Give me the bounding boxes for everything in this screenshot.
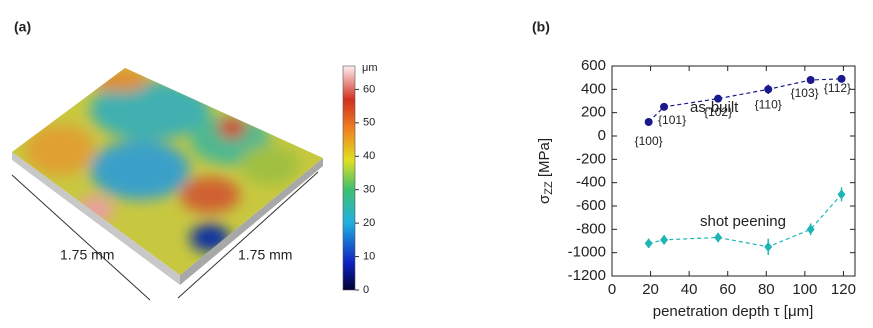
x-tick-label: 100 — [792, 281, 817, 298]
y-tick-label: -200 — [576, 150, 606, 167]
annotation: {110} — [755, 98, 782, 112]
colorbar-tick-label: 60 — [363, 83, 375, 95]
y-tick-label: -1000 — [568, 244, 606, 261]
y-tick-label: -400 — [576, 174, 606, 191]
data-point — [837, 74, 846, 83]
panel-label: (b) — [532, 19, 550, 35]
series-label: shot peening — [700, 213, 786, 230]
y-label-subscript: ZZ — [543, 181, 555, 195]
series-line — [648, 78, 842, 123]
y-label-unit: [MPa] — [536, 138, 553, 181]
y-tick-label: 0 — [598, 127, 606, 144]
y-label-symbol: σ — [536, 194, 553, 204]
series-label: as-built — [690, 99, 739, 116]
x-tick-label: 120 — [831, 281, 856, 298]
colorbar-tick-label: 50 — [363, 117, 375, 129]
y-tick-label: -800 — [576, 220, 606, 237]
data-point — [806, 76, 815, 84]
x-tick-label: 20 — [642, 281, 659, 298]
annotation: {112} — [824, 81, 851, 95]
data-point — [714, 232, 723, 243]
colorbar-tick-label: 30 — [363, 184, 375, 196]
colorbar-unit: μm — [362, 62, 378, 74]
colorbar-tick-label: 10 — [363, 250, 375, 262]
y-tick-label: -1200 — [568, 267, 606, 284]
x-axis-label: penetration depth τ [μm] — [653, 303, 814, 320]
surface-plot: (a) 1.75 mm 1.75 mm — [11, 19, 323, 301]
annotation: {103} — [791, 86, 819, 100]
data-point — [644, 238, 653, 249]
data-point — [660, 102, 669, 111]
data-point — [714, 94, 723, 103]
colorbar-tick-label: 20 — [363, 217, 375, 229]
x-tick-label: 80 — [758, 281, 775, 298]
y-axis-label: σZZ [MPa] — [536, 138, 555, 204]
annotation: {102} — [704, 105, 732, 119]
colorbar-tick-label: 40 — [363, 150, 375, 162]
x-tick-label: 0 — [608, 281, 616, 298]
y-tick-label: 200 — [581, 104, 606, 121]
y-tick-label: -600 — [576, 197, 606, 214]
data-point — [764, 85, 773, 94]
data-point — [660, 234, 669, 245]
y-tick-label: 400 — [581, 80, 606, 97]
data-point — [806, 224, 815, 235]
dimension-label: 1.75 mm — [60, 247, 114, 263]
panel-label: (a) — [14, 19, 31, 35]
annotation: {101} — [658, 113, 686, 127]
x-tick-label: 60 — [719, 281, 736, 298]
plot-frame — [611, 65, 856, 277]
annotation: {100} — [635, 134, 663, 148]
colorbar: μm — [342, 62, 378, 291]
data-point — [644, 118, 653, 126]
data-point — [837, 189, 846, 200]
y-tick-label: 600 — [581, 57, 606, 74]
x-tick-label: 40 — [681, 281, 698, 298]
colorbar-tick-label: 0 — [363, 284, 369, 296]
data-point — [764, 241, 773, 252]
dimension-label: 1.75 mm — [238, 247, 292, 263]
